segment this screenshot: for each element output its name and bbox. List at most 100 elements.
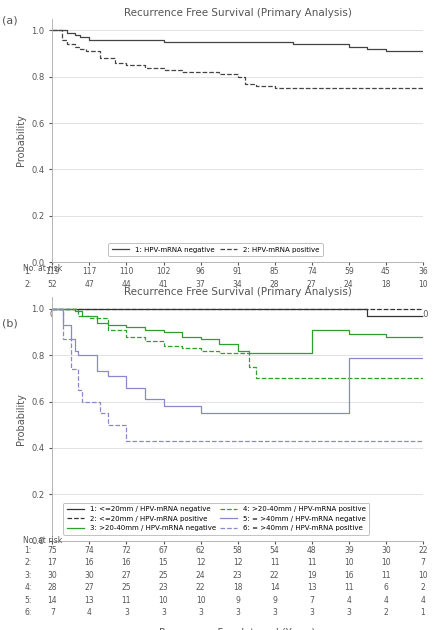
Text: 96: 96 (196, 268, 205, 277)
Y-axis label: Probability: Probability (16, 393, 26, 445)
Text: 3: 3 (346, 609, 351, 617)
Text: Recurrence Free Interval (Years): Recurrence Free Interval (Years) (160, 301, 316, 311)
Text: 1: 1 (421, 609, 425, 617)
Text: 119: 119 (45, 268, 59, 277)
Text: 59: 59 (344, 268, 354, 277)
Text: 44: 44 (122, 280, 131, 289)
Text: 11: 11 (122, 596, 131, 605)
Text: 7: 7 (50, 609, 55, 617)
Text: 91: 91 (233, 268, 242, 277)
Text: 10: 10 (418, 309, 428, 319)
Text: 11: 11 (344, 583, 354, 592)
Text: 9: 9 (272, 596, 277, 605)
Text: No. at risk: No. at risk (23, 264, 62, 273)
Text: 39: 39 (344, 546, 354, 555)
Text: 6: 6 (272, 309, 277, 319)
Title: Recurrence Free Survival (Primary Analysis): Recurrence Free Survival (Primary Analys… (124, 8, 351, 18)
Text: 4: 4 (383, 596, 388, 605)
Text: 36: 36 (418, 268, 428, 277)
Text: 3: 3 (272, 609, 277, 617)
Title: Recurrence Free Survival (Primary Analysis): Recurrence Free Survival (Primary Analys… (124, 287, 351, 297)
Text: 22: 22 (196, 583, 205, 592)
Text: 25: 25 (159, 571, 168, 580)
Legend: 1: HPV-mRNA negative, 2: HPV-mRNA positive: 1: HPV-mRNA negative, 2: HPV-mRNA positi… (108, 243, 323, 256)
Text: 3: 3 (198, 609, 203, 617)
Text: 110: 110 (119, 268, 133, 277)
Text: 2: 2 (384, 609, 388, 617)
Text: 2:: 2: (25, 280, 32, 289)
Y-axis label: Probability: Probability (16, 115, 26, 166)
Text: 11: 11 (381, 571, 391, 580)
Text: 5:: 5: (24, 596, 32, 605)
Text: 3: 3 (235, 609, 240, 617)
Text: 27: 27 (307, 280, 317, 289)
Text: 28: 28 (48, 583, 57, 592)
Text: 18: 18 (381, 280, 391, 289)
Text: 3:: 3: (24, 571, 32, 580)
Text: 22: 22 (418, 546, 428, 555)
Text: 10: 10 (381, 558, 391, 568)
Text: 7: 7 (309, 309, 314, 319)
Text: 10: 10 (344, 558, 354, 568)
Text: 102: 102 (157, 268, 170, 277)
Text: 3: 3 (161, 609, 166, 617)
Text: 30: 30 (381, 546, 391, 555)
Text: 12: 12 (233, 558, 242, 568)
Text: No. at risk: No. at risk (23, 536, 62, 546)
Text: 9: 9 (235, 596, 240, 605)
Text: 8: 8 (346, 309, 351, 319)
Text: 47: 47 (85, 280, 94, 289)
Text: 13: 13 (85, 596, 94, 605)
Text: 14: 14 (270, 583, 279, 592)
Legend: 1: <=20mm / HPV-mRNA negative, 2: <=20mm / HPV-mRNA positive, 3: >20-40mm / HPV-: 1: <=20mm / HPV-mRNA negative, 2: <=20mm… (63, 503, 369, 535)
Text: 1: 1 (87, 309, 92, 319)
Text: 6:: 6: (24, 609, 32, 617)
Text: 16: 16 (122, 558, 131, 568)
Text: (b): (b) (2, 318, 18, 328)
Text: 6: 6 (383, 583, 388, 592)
Text: 45: 45 (381, 268, 391, 277)
Text: 30: 30 (85, 571, 94, 580)
Text: 0: 0 (50, 309, 55, 319)
Text: 4: 4 (420, 596, 426, 605)
Text: 75: 75 (48, 546, 57, 555)
Text: 62: 62 (196, 546, 205, 555)
Text: 22: 22 (270, 571, 279, 580)
Text: 10: 10 (196, 596, 205, 605)
Text: 7: 7 (309, 596, 314, 605)
Text: 13: 13 (307, 583, 317, 592)
Text: 11: 11 (307, 558, 317, 568)
Text: 85: 85 (270, 268, 279, 277)
Text: Recurrence Free Interval (Years): Recurrence Free Interval (Years) (160, 628, 316, 630)
Text: 54: 54 (270, 546, 279, 555)
Text: 12: 12 (196, 558, 205, 568)
Text: 10: 10 (418, 280, 428, 289)
Text: 72: 72 (122, 546, 131, 555)
Text: 24: 24 (344, 280, 354, 289)
Text: 27: 27 (85, 583, 94, 592)
Text: 41: 41 (159, 280, 168, 289)
Text: 16: 16 (85, 558, 94, 568)
Text: 10: 10 (418, 571, 428, 580)
Text: 28: 28 (270, 280, 279, 289)
Text: 2:: 2: (25, 558, 32, 568)
Text: 4:: 4: (24, 583, 32, 592)
Text: 17: 17 (48, 558, 57, 568)
Text: 24: 24 (196, 571, 205, 580)
Text: 10: 10 (159, 596, 168, 605)
Text: 14: 14 (48, 596, 57, 605)
Text: 5: 5 (235, 309, 240, 319)
Text: 30: 30 (48, 571, 57, 580)
Text: 67: 67 (159, 546, 168, 555)
Text: 74: 74 (307, 268, 317, 277)
Text: 74: 74 (85, 546, 94, 555)
Text: 9: 9 (383, 309, 388, 319)
Text: 4: 4 (87, 609, 92, 617)
Text: 2: 2 (124, 309, 129, 319)
Text: 15: 15 (159, 558, 168, 568)
Text: 18: 18 (233, 583, 242, 592)
Text: 4: 4 (198, 309, 203, 319)
Text: 16: 16 (344, 571, 354, 580)
Text: 48: 48 (307, 546, 317, 555)
Text: 52: 52 (48, 280, 57, 289)
